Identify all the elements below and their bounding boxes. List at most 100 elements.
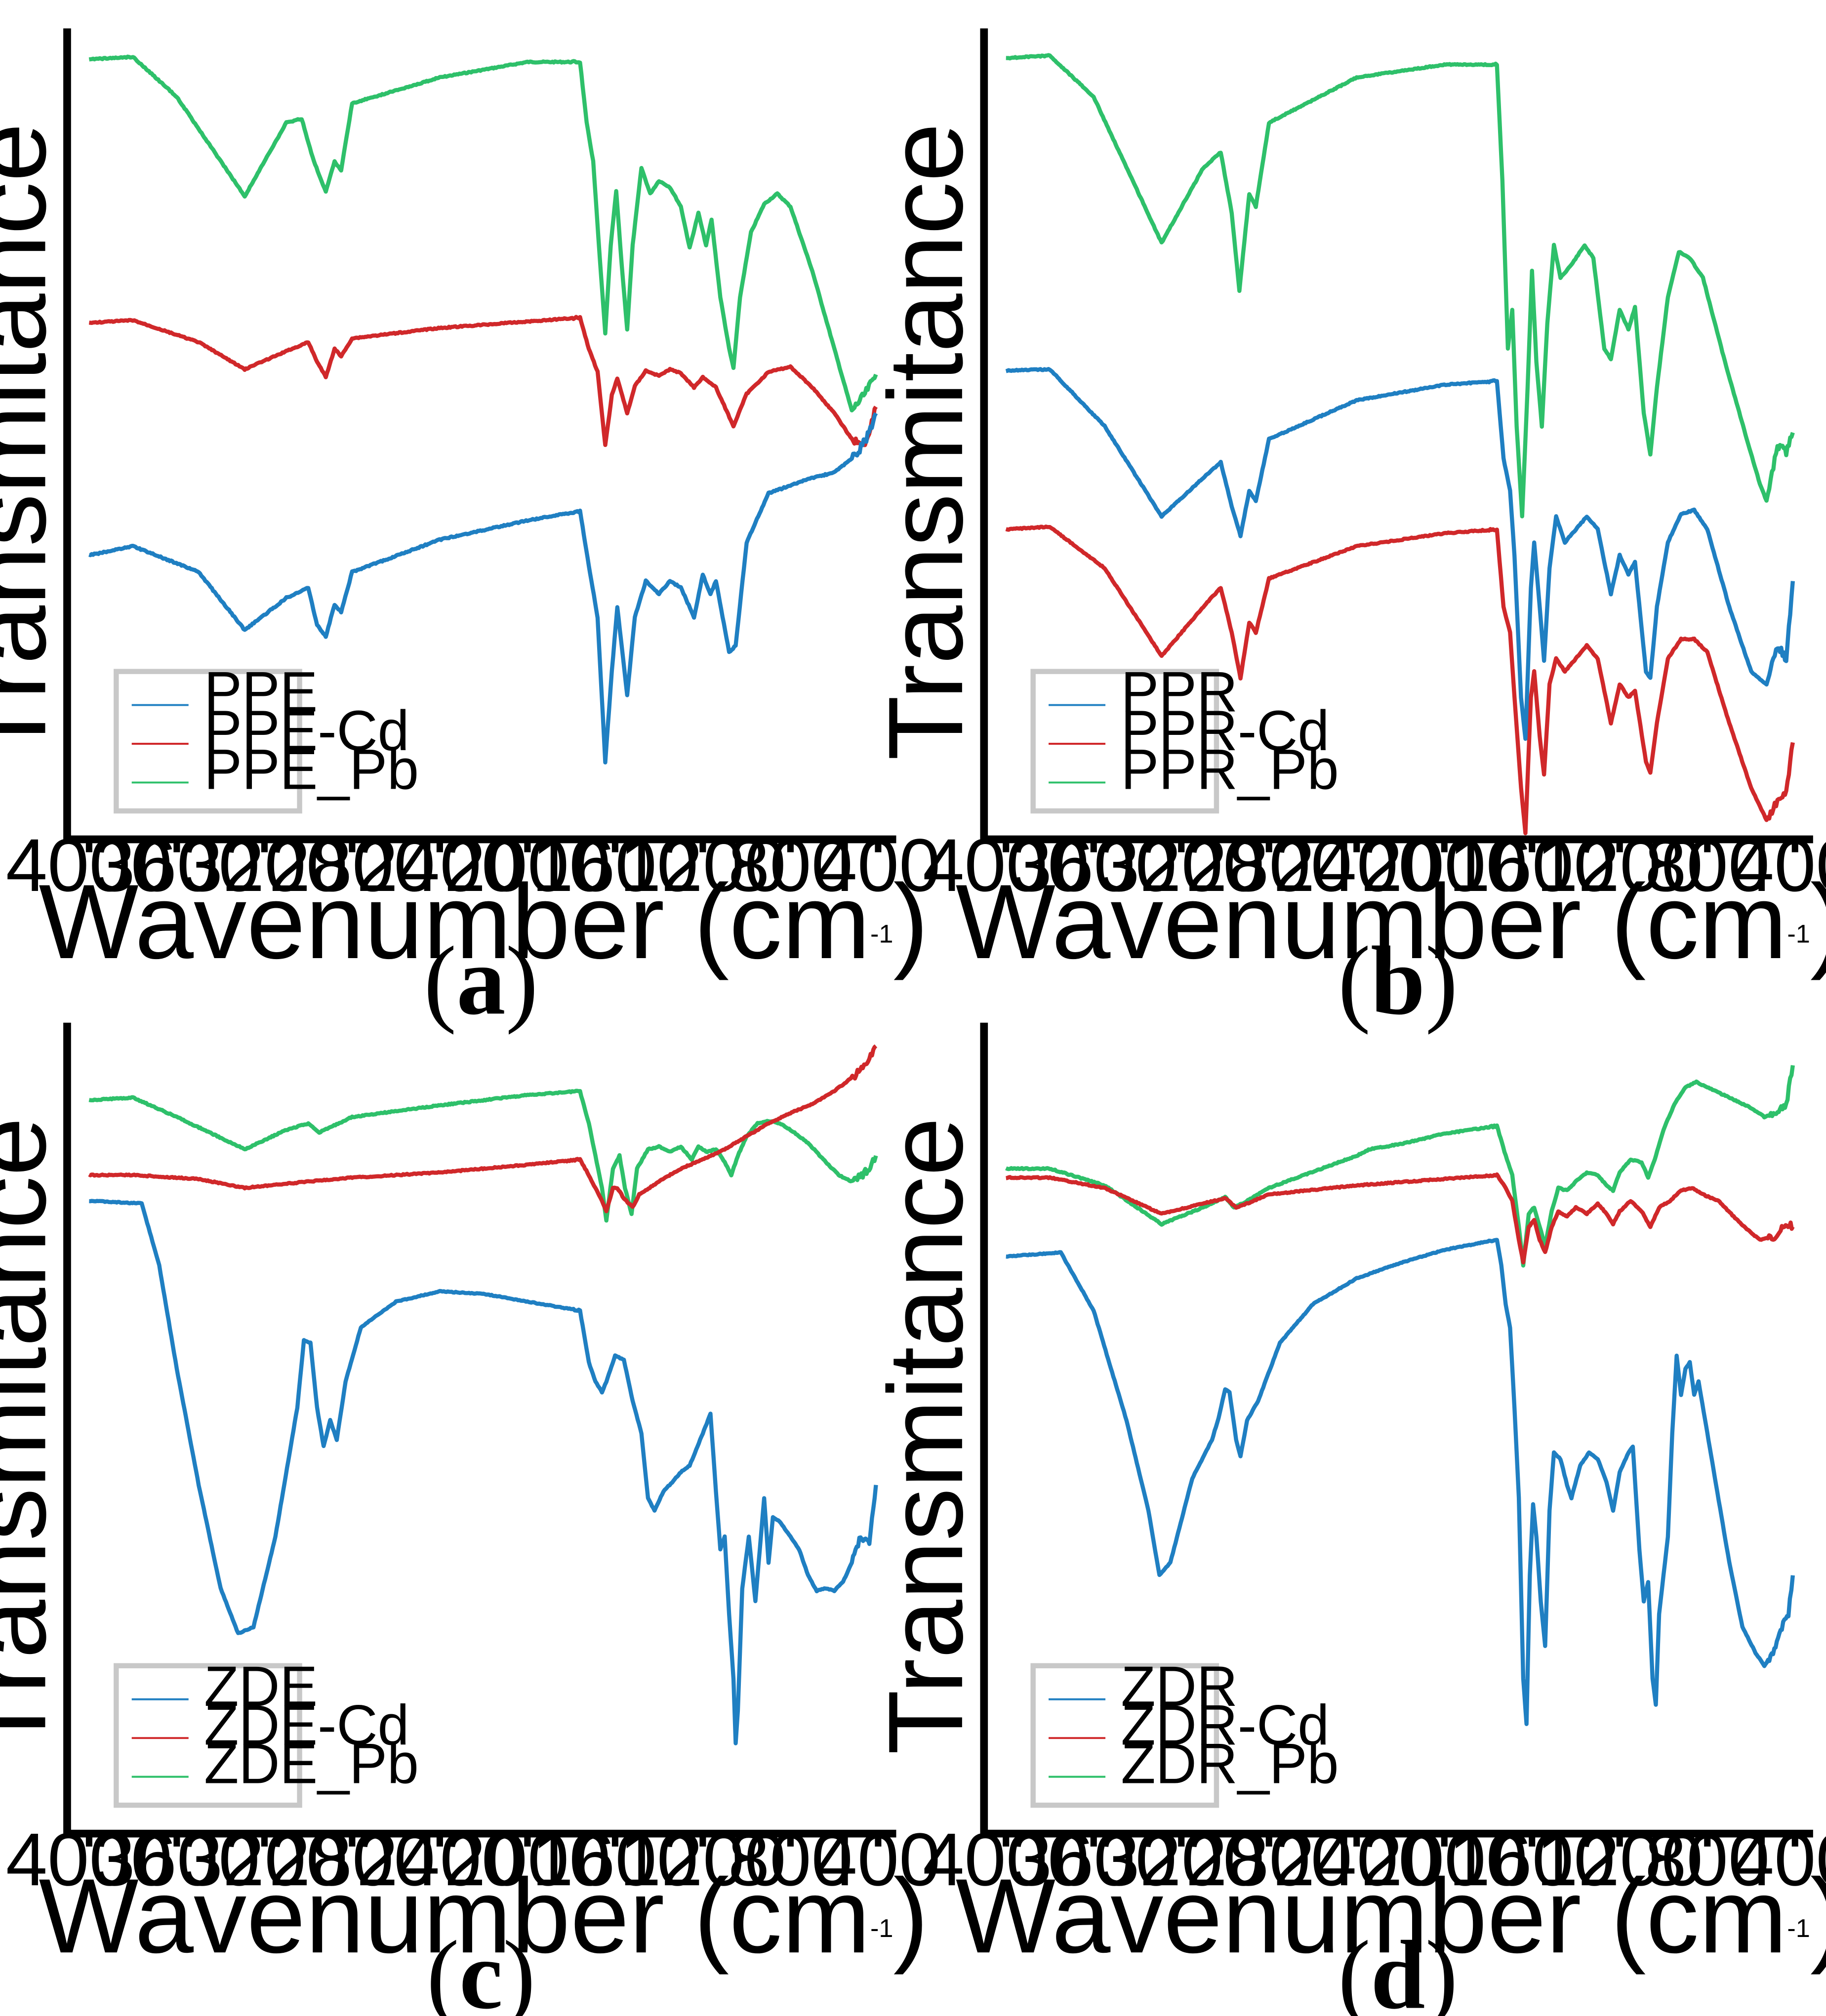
series-line-zde	[88, 1199, 878, 1745]
x-axis-title-close: )	[893, 863, 929, 981]
series-line-ppe-cd	[88, 315, 878, 448]
x-axis-title: Wavenumber (cm-1)	[956, 1857, 1826, 1975]
chart-panel-b: 40003600320028002400200016001200800400Wa…	[867, 28, 1826, 1035]
x-tick-label: 3600	[1011, 824, 1177, 907]
y-axis-title: Transmitance	[0, 123, 68, 761]
x-tick-label: 800	[1645, 1818, 1770, 1901]
x-tick-label: 2400	[357, 824, 523, 907]
panel-label-open: (	[1338, 926, 1371, 1035]
panel-label-open: (	[424, 926, 456, 1035]
panel-label: (d)	[1338, 1921, 1458, 2016]
legend-entry: PPR-Cd	[1121, 699, 1329, 763]
x-tick-label: 3600	[1011, 1818, 1177, 1901]
panel-label-close: )	[1425, 1921, 1458, 2016]
legend-entry: PPE_Pb	[204, 738, 419, 802]
legend-box	[114, 669, 302, 814]
x-tick-label: 400	[815, 1818, 940, 1901]
panel-label-letter: a	[456, 926, 505, 1035]
x-axis-title-main: Wavenumber (cm	[39, 863, 870, 981]
x-tick-label: 2000	[444, 1818, 610, 1901]
x-axis-title: Wavenumber (cm-1)	[39, 863, 929, 981]
x-tick-label: 800	[728, 824, 853, 907]
x-tick-label: 3200	[1098, 824, 1264, 907]
x-tick-label: 2400	[1273, 1818, 1440, 1901]
panel-label: (a)	[424, 926, 538, 1035]
x-tick-label: 3200	[181, 824, 348, 907]
x-tick-label: 800	[728, 1818, 853, 1901]
series-line-ppr-cd	[1005, 524, 1795, 836]
x-tick-label: 2400	[1273, 824, 1440, 907]
series-line-ppe	[88, 412, 878, 765]
y-axis-title: Transmitance	[867, 1117, 985, 1755]
panel-label-close: )	[1425, 926, 1458, 1035]
x-axis-title: Wavenumber (cm-1)	[39, 1857, 929, 1975]
x-axis-title-close: )	[893, 1857, 929, 1975]
x-tick-label: 1200	[1537, 824, 1703, 907]
legend-entry: PPE	[204, 661, 318, 724]
x-tick-label: 3600	[93, 1818, 260, 1901]
panel-label-open: (	[1338, 1921, 1371, 2016]
legend-entry: ZDR_Pb	[1121, 1733, 1339, 1796]
x-tick-label: 4000	[923, 824, 1089, 907]
x-tick-label: 2000	[1361, 824, 1528, 907]
legend-entry: ZDE_Pb	[204, 1733, 419, 1796]
x-axis-title-main: Wavenumber (cm	[956, 863, 1787, 981]
legend-box	[1030, 669, 1219, 814]
x-axis-title-close: )	[1810, 1857, 1826, 1975]
series-line-ppe-pb	[88, 54, 878, 413]
x-axis-title: Wavenumber (cm-1)	[956, 863, 1826, 981]
x-tick-label: 400	[1733, 1818, 1826, 1901]
x-tick-label: 2800	[269, 824, 435, 907]
x-tick-label: 3600	[93, 824, 260, 907]
x-tick-label: 1600	[1449, 824, 1615, 907]
legend-entry: PPR_Pb	[1121, 738, 1339, 802]
legend-entry: ZDR-Cd	[1121, 1693, 1329, 1757]
panel-label: (c)	[427, 1921, 536, 2016]
series-line-zdr	[1005, 1238, 1795, 1726]
panel-label-letter: d	[1371, 1921, 1425, 2016]
x-tick-label: 2800	[1186, 824, 1352, 907]
x-axis-title-sup: -1	[1787, 920, 1810, 949]
panel-label-letter: b	[1371, 926, 1425, 1035]
chart-panel-c: 40003600320028002400200016001200800400Wa…	[0, 1022, 940, 2016]
x-tick-label: 3200	[1098, 1818, 1264, 1901]
legend-entry: PPR	[1121, 661, 1238, 724]
x-tick-label: 1600	[1449, 1818, 1615, 1901]
x-axis-title-sup: -1	[870, 1914, 893, 1943]
series-line-zdr-pb	[1005, 1065, 1795, 1268]
chart-panel-a: 40003600320028002400200016001200800400Wa…	[0, 28, 940, 1035]
chart-panel-d: 40003600320028002400200016001200800400Wa…	[867, 1022, 1826, 2016]
series-line-ppr	[1005, 367, 1795, 741]
x-tick-label: 4000	[6, 1818, 172, 1901]
y-axis-title: Transmitance	[0, 1117, 68, 1755]
y-axis-title: Transmitance	[867, 123, 985, 761]
x-tick-label: 1200	[1537, 1818, 1703, 1901]
legend-box	[1030, 1663, 1219, 1808]
x-tick-label: 2800	[269, 1818, 435, 1901]
x-tick-label: 1200	[619, 1818, 786, 1901]
series-line-ppr-pb	[1005, 53, 1795, 519]
panel-label-letter: c	[459, 1921, 503, 2016]
x-tick-label: 2400	[357, 1818, 523, 1901]
x-axis-title-close: )	[1810, 863, 1826, 981]
x-tick-label: 2000	[1361, 1818, 1528, 1901]
legend-entry: ZDE	[204, 1655, 318, 1718]
x-tick-label: 400	[815, 824, 940, 907]
panel-label: (b)	[1338, 926, 1458, 1035]
series-line-zde-cd	[88, 1044, 878, 1213]
series-line-zde-pb	[88, 1089, 878, 1223]
x-axis-title-main: Wavenumber (cm	[39, 1857, 870, 1975]
legend-entry: ZDE-Cd	[204, 1693, 409, 1757]
x-tick-label: 4000	[6, 824, 172, 907]
x-tick-label: 1600	[532, 1818, 698, 1901]
x-axis-title-sup: -1	[1787, 1914, 1810, 1943]
x-tick-label: 3200	[181, 1818, 348, 1901]
series-line-zdr-cd	[1005, 1172, 1795, 1265]
panel-label-open: (	[427, 1921, 459, 2016]
legend-entry: PPE-Cd	[204, 699, 409, 763]
